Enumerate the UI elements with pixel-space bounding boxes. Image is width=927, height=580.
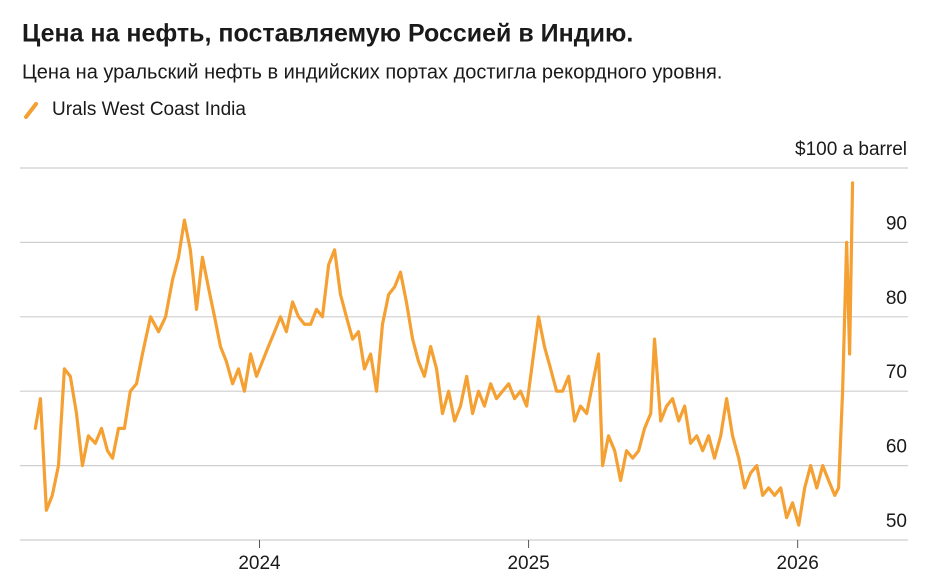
y-tick-label: 60: [886, 437, 907, 458]
y-tick-label: 70: [886, 362, 907, 383]
chart-subtitle: Цена на уральский нефть в индийских порт…: [22, 61, 722, 83]
x-tick-label: 2025: [507, 553, 549, 574]
y-tick-label: 50: [886, 511, 907, 532]
chart-title: Цена на нефть, поставляемую Россией в Ин…: [22, 20, 633, 48]
y-tick-label: 90: [886, 213, 907, 234]
y-tick-label: $100 a barrel: [795, 139, 907, 160]
y-tick-label: 80: [886, 288, 907, 309]
legend-label: Urals West Coast India: [52, 99, 246, 120]
legend-swatch: [24, 102, 38, 119]
x-tick-label: 2024: [238, 553, 281, 574]
x-tick-label: 2026: [777, 553, 819, 574]
line-series: [33, 181, 855, 527]
